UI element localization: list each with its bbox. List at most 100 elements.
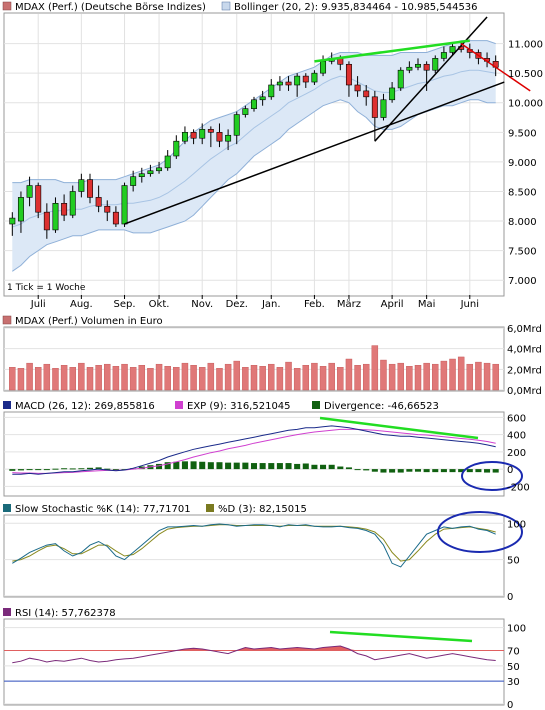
candle	[440, 46, 447, 62]
candle	[380, 93, 387, 121]
volume-bar	[328, 362, 335, 391]
ema-legend-swatch	[175, 401, 183, 409]
volume-bar	[69, 367, 76, 391]
divergence-bar	[440, 469, 447, 473]
price-y-axis: 11.000 10.500 10.000 9.500 9.000 8.500 8.000 7.…	[508, 40, 543, 288]
price-x-tick-label: Juni	[460, 299, 479, 310]
divergence-bar	[458, 469, 465, 473]
volume-bar	[17, 368, 25, 391]
volume-bar	[371, 345, 379, 391]
candle	[190, 129, 197, 145]
macd-label: MACD (26, 12): 269,855816	[15, 401, 155, 412]
macd-y-tick-label: 400	[507, 431, 526, 442]
candle-body	[432, 58, 439, 71]
volume-bar	[164, 366, 171, 391]
divergence-bar	[207, 462, 214, 470]
volume-bar	[423, 362, 430, 391]
candle-body	[199, 129, 206, 139]
volume-bar	[147, 368, 154, 391]
rsi-divergence-trendline	[329, 630, 473, 643]
candle-body	[164, 155, 171, 169]
candle	[130, 170, 137, 192]
volume-bar	[380, 359, 387, 391]
candle	[397, 67, 404, 91]
bollinger-legend-swatch	[221, 1, 231, 11]
rsi-overbought-fill	[12, 646, 496, 651]
price-y-tick-label: 7.500	[508, 247, 537, 258]
divergence-bar	[397, 469, 404, 473]
candle-body	[440, 52, 447, 59]
candle	[138, 167, 145, 183]
candle-body	[371, 96, 378, 118]
candle	[389, 82, 396, 103]
divergence-bar	[17, 469, 24, 471]
macd-panel: MACD (26, 12): 269,855816 EXP (9): 316,5…	[3, 401, 530, 497]
divergence-bar	[345, 467, 352, 470]
divergence-bar	[414, 469, 422, 472]
candle-body	[233, 114, 240, 136]
volume-y-tick-label: 4,0Mrd	[507, 345, 542, 356]
trendline	[374, 16, 488, 142]
rsi-legend-swatch	[3, 608, 11, 616]
volume-bar	[466, 363, 474, 391]
tick-footnote: 1 Tick = 1 Woche	[7, 283, 86, 293]
stoch-d-legend-swatch	[206, 504, 214, 512]
candle-body	[216, 132, 223, 142]
candle	[164, 150, 171, 171]
volume-bar	[311, 362, 318, 391]
candle-body	[9, 217, 16, 225]
candle-body	[181, 132, 188, 142]
price-legend-swatch	[2, 1, 12, 11]
volume-bar	[34, 367, 42, 391]
candle	[95, 185, 102, 213]
divergence-bar	[61, 468, 68, 470]
candle-body	[345, 63, 352, 86]
volume-bar	[78, 362, 85, 391]
rsi-line	[12, 645, 496, 664]
volume-panel: MDAX (Perf.) Volumen in Euro 6,0Mrd 4,0Mr…	[2, 315, 542, 397]
divergence-bar	[9, 469, 16, 471]
stoch-plot-frame	[3, 514, 505, 598]
divergence-bar	[320, 464, 327, 470]
macd-y-tick-label: -200	[507, 482, 530, 493]
divergence-legend-swatch	[312, 401, 320, 409]
candle-body	[380, 99, 387, 118]
stochastic-panel: Slow Stochastic %K (14): 77,71701 %D (3)…	[3, 504, 526, 603]
candle	[78, 173, 85, 198]
candle-body	[397, 69, 404, 89]
divergence-bar	[406, 469, 413, 472]
divergence-bar	[423, 469, 430, 473]
price-y-tick-label: 10.000	[508, 99, 543, 110]
candle-body	[276, 81, 283, 86]
ema-label: EXP (9): 316,521045	[187, 401, 291, 412]
price-x-tick-label: Feb.	[304, 299, 325, 310]
divergence-bar	[199, 461, 206, 470]
candle	[199, 123, 206, 145]
volume-bar	[129, 367, 137, 391]
divergence-bar	[52, 468, 59, 470]
stoch-d-label: %D (3): 82,15015	[218, 504, 307, 515]
price-x-tick-label: Juli	[30, 299, 46, 310]
price-x-axis: Juli Aug. Sep. Okt. Nov. Dez. Jan. Feb. März Apri…	[30, 295, 479, 310]
candle	[233, 111, 240, 145]
volume-bar	[155, 363, 163, 391]
macd-highlight-ellipse	[461, 461, 523, 491]
volume-bar	[406, 366, 413, 391]
volume-bar	[224, 363, 232, 391]
volume-bar	[112, 366, 120, 391]
divergence-bar	[354, 469, 361, 471]
divergence-bar	[268, 463, 275, 470]
candle-body	[52, 203, 59, 231]
volume-bar	[173, 367, 180, 391]
volume-bar	[397, 362, 404, 391]
candle	[87, 173, 93, 204]
divergence-bar	[449, 469, 456, 473]
price-x-tick-label: Okt.	[149, 299, 170, 310]
candle	[35, 182, 42, 219]
volume-bar	[104, 363, 111, 391]
candle-body	[69, 191, 76, 216]
price-x-tick-label: Dez.	[226, 299, 248, 310]
volume-bar	[26, 362, 33, 391]
candle-body	[78, 179, 85, 192]
